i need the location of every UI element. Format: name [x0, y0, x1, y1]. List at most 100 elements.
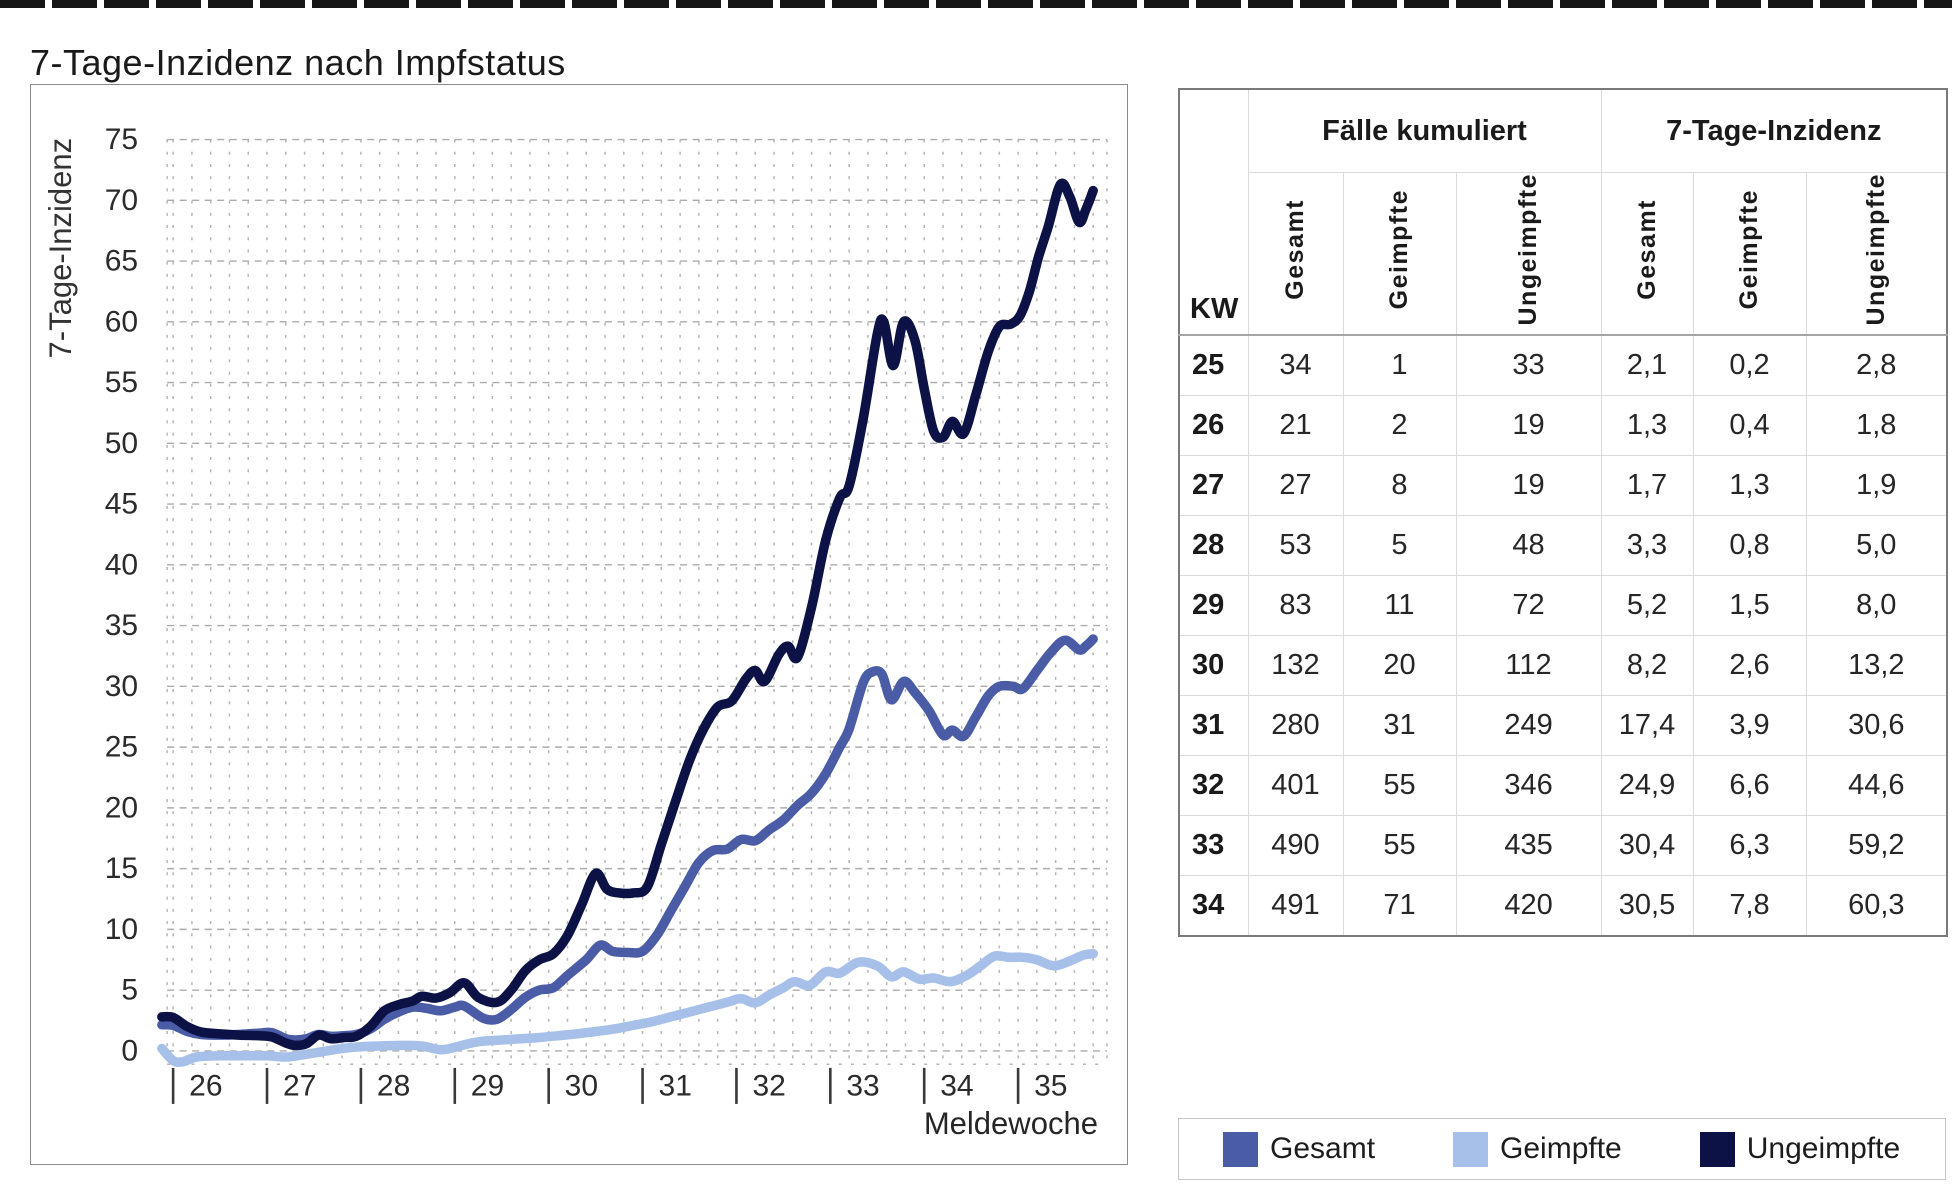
value-cell: 72	[1455, 574, 1602, 636]
column-header: Ungeimpfte	[1805, 172, 1948, 336]
value-cell: 1,8	[1805, 394, 1948, 456]
value-cell: 33	[1455, 334, 1602, 396]
group-header: 7-Tage-Inzidenz	[1600, 88, 1948, 173]
table-row: 28 53 5 48 3,3 0,8 5,0	[1178, 514, 1948, 576]
kw-cell: 30	[1178, 634, 1249, 696]
value-cell: 0,4	[1692, 394, 1807, 456]
y-tick-label: 55	[105, 366, 138, 399]
value-cell: 2,6	[1692, 634, 1807, 696]
value-cell: 3,9	[1692, 694, 1807, 756]
value-cell: 34	[1247, 334, 1344, 396]
column-header: Geimpfte	[1342, 172, 1457, 336]
series-geimpfte	[157, 948, 1098, 1068]
value-cell: 55	[1342, 814, 1457, 876]
y-tick-label: 10	[105, 913, 138, 946]
value-cell: 20	[1342, 634, 1457, 696]
kw-cell: 25	[1178, 334, 1249, 396]
y-tick-label: 75	[105, 123, 138, 156]
x-tick-label: 31	[659, 1069, 692, 1102]
y-tick-label: 40	[105, 548, 138, 581]
column-header: Geimpfte	[1692, 172, 1807, 336]
value-cell: 19	[1455, 454, 1602, 516]
table-row: 27 27 8 19 1,7 1,3 1,9	[1178, 454, 1948, 516]
value-cell: 5,0	[1805, 514, 1948, 576]
table-row: 31 280 31 249 17,4 3,9 30,6	[1178, 694, 1948, 756]
kw-cell: 27	[1178, 454, 1249, 516]
x-tick-label: 30	[565, 1069, 598, 1102]
legend-swatch	[1223, 1131, 1258, 1167]
x-tick-label: 33	[846, 1069, 879, 1102]
value-cell: 491	[1247, 874, 1344, 936]
value-cell: 3,3	[1600, 514, 1694, 576]
page-title: 7-Tage-Inzidenz nach Impfstatus	[30, 42, 566, 84]
value-cell: 8	[1342, 454, 1457, 516]
table-row: 33 490 55 435 30,4 6,3 59,2	[1178, 814, 1948, 876]
legend-swatch	[1699, 1131, 1735, 1167]
value-cell: 2	[1342, 394, 1457, 456]
value-cell: 401	[1247, 754, 1344, 816]
x-tick-label: 27	[283, 1069, 316, 1102]
x-axis-title: Meldewoche	[924, 1106, 1098, 1141]
y-tick-label: 60	[105, 305, 138, 338]
x-tick-label: 26	[189, 1069, 222, 1102]
table-row: 30 132 20 112 8,2 2,6 13,2	[1178, 634, 1948, 696]
value-cell: 1,3	[1600, 394, 1694, 456]
value-cell: 490	[1247, 814, 1344, 876]
value-cell: 435	[1455, 814, 1602, 876]
table-row: 26 21 2 19 1,3 0,4 1,8	[1178, 394, 1948, 456]
value-cell: 6,3	[1692, 814, 1807, 876]
value-cell: 31	[1342, 694, 1457, 756]
x-tick-label: 28	[377, 1069, 410, 1102]
value-cell: 55	[1342, 754, 1457, 816]
value-cell: 48	[1455, 514, 1602, 576]
legend: Gesamt Geimpfte Ungeimpfte	[1178, 1118, 1946, 1180]
value-cell: 2,1	[1600, 334, 1694, 396]
y-tick-label: 65	[105, 245, 138, 278]
table-subheader-row: Gesamt Geimpfte Ungeimpfte Gesamt Geimpfte Un…	[1179, 172, 1948, 336]
value-cell: 71	[1342, 874, 1457, 936]
value-cell: 19	[1455, 394, 1602, 456]
value-cell: 27	[1247, 454, 1344, 516]
legend-label: Gesamt	[1270, 1132, 1376, 1165]
value-cell: 7,8	[1692, 874, 1807, 936]
data-table: KW Fälle kumuliert 7-Tage-Inzidenz Gesamt Ge…	[1178, 88, 1949, 937]
table-row: 25 34 1 33 2,1 0,2 2,8	[1178, 334, 1948, 396]
incidence-line-chart: 0 5 10 15 20 25 30 35 40 45 50 55 60 65 70 75 26 27 28 29 30…	[43, 123, 1108, 1141]
value-cell: 30,5	[1600, 874, 1694, 936]
series-ungeimpfte	[157, 178, 1098, 1051]
kw-cell: 31	[1178, 694, 1249, 756]
kw-cell: 28	[1178, 514, 1249, 576]
table-row: 32 401 55 346 24,9 6,6 44,6	[1178, 754, 1948, 816]
x-tick-label: 35	[1034, 1069, 1067, 1102]
y-tick-label: 45	[105, 488, 138, 521]
value-cell: 0,2	[1692, 334, 1807, 396]
value-cell: 249	[1455, 694, 1602, 756]
legend-item-ungeimpfte: Ungeimpfte	[1699, 1131, 1901, 1167]
value-cell: 5	[1342, 514, 1457, 576]
y-tick-label: 30	[105, 670, 138, 703]
y-tick-label: 25	[105, 731, 138, 764]
value-cell: 420	[1455, 874, 1602, 936]
value-cell: 21	[1247, 394, 1344, 456]
x-tick-label: 32	[752, 1069, 785, 1102]
y-tick-label: 35	[105, 609, 138, 642]
column-header: Gesamt	[1600, 172, 1694, 336]
table-row: 34 491 71 420 30,5 7,8 60,3	[1178, 874, 1948, 936]
y-tick-label: 20	[105, 791, 138, 824]
kw-header: KW	[1178, 88, 1249, 336]
y-axis-title: 7-Tage-Inzidenz	[43, 138, 78, 359]
incidence-chart-panel: 0 5 10 15 20 25 30 35 40 45 50 55 60 65 70 75 26 27 28 29 30…	[30, 84, 1128, 1165]
kw-cell: 26	[1178, 394, 1249, 456]
value-cell: 5,2	[1600, 574, 1694, 636]
value-cell: 24,9	[1600, 754, 1694, 816]
value-cell: 59,2	[1805, 814, 1948, 876]
y-tick-label: 15	[105, 852, 138, 885]
value-cell: 1,3	[1692, 454, 1807, 516]
value-cell: 1,9	[1805, 454, 1948, 516]
legend-swatch	[1453, 1131, 1489, 1167]
group-header: Fälle kumuliert	[1247, 88, 1602, 173]
legend-item-gesamt: Gesamt	[1223, 1131, 1376, 1167]
value-cell: 30,4	[1600, 814, 1694, 876]
value-cell: 60,3	[1805, 874, 1948, 936]
legend-label: Ungeimpfte	[1746, 1132, 1901, 1165]
